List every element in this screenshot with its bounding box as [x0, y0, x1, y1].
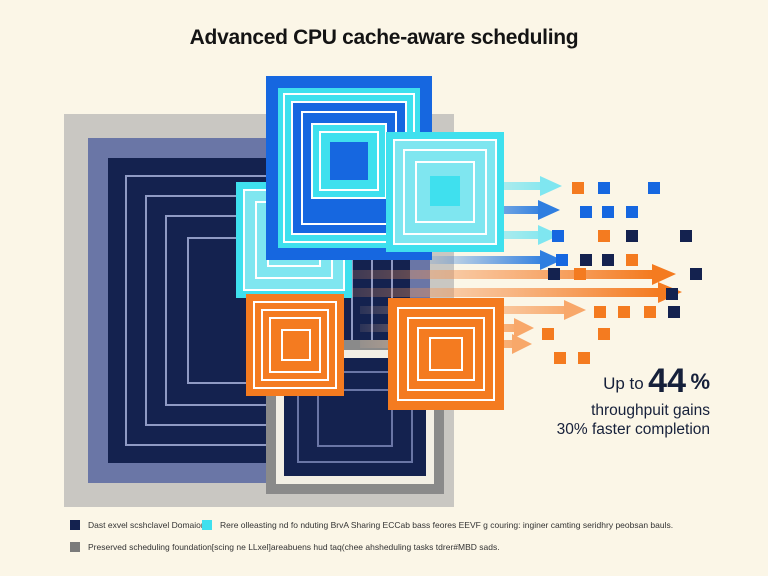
legend-swatch-cyan — [202, 520, 212, 530]
legend-label: Dast exvel scshclavel Domaion — [88, 520, 206, 530]
stats-unit: % — [690, 369, 710, 394]
cyan-cache-block-right — [386, 132, 504, 252]
legend-item-cyan: Rere olleasting nd fo nduting BrvA Shari… — [202, 520, 673, 530]
blue-cache-block — [266, 76, 432, 260]
legend-swatch-navy — [70, 520, 80, 530]
legend-label: Rere olleasting nd fo nduting BrvA Shari… — [220, 520, 674, 530]
arrow-orange-1 — [340, 264, 676, 285]
page-title: Advanced CPU cache-aware scheduling — [189, 26, 579, 49]
orange-cache-block-right — [388, 298, 504, 410]
legend-swatch-gray — [70, 542, 80, 552]
legend-item-gray: Preserved scheduling foundation[scing ne… — [70, 542, 500, 552]
stats-throughput-label: throughpuit gains — [591, 402, 710, 419]
stats-completion-label: 30% faster completion — [556, 421, 710, 438]
stats-headline: Up to 44 % — [520, 362, 710, 401]
stats-value: 44 — [648, 362, 686, 400]
task-squares — [542, 182, 702, 364]
orange-cache-block-left — [246, 294, 344, 396]
arrow-blue-2 — [430, 250, 562, 270]
legend-label: Preserved scheduling foundation[scing ne… — [88, 542, 500, 552]
stats-prefix: Up to — [603, 374, 644, 393]
throughput-stats: Up to 44 % throughpuit gains 30% faster … — [520, 362, 710, 439]
legend-item-navy: Dast exvel scshclavel Domaion — [70, 520, 206, 530]
preserved-block — [266, 340, 444, 494]
